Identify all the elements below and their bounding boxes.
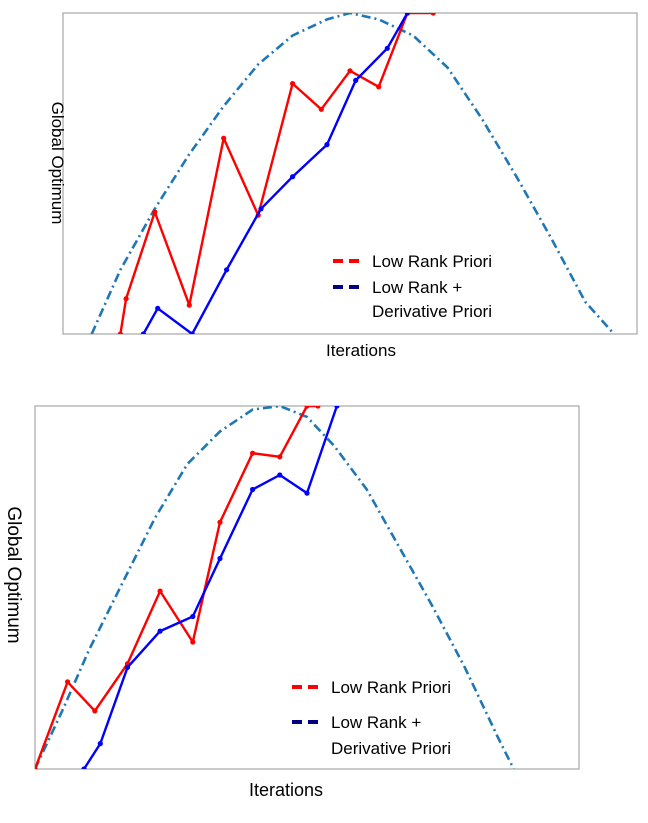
- chart-2-series-1-point-7: [250, 450, 256, 456]
- chart-2-series-2-point-2: [124, 664, 131, 671]
- chart-2-series-reference-curve: [35, 406, 515, 769]
- chart-2-series-1-point-9: [304, 406, 310, 409]
- chart-1-x-axis-label: Iterations: [326, 341, 396, 360]
- chart-2-series-1-line: [35, 406, 318, 769]
- chart-1-legend: Low Rank Priori Low Rank + Derivative Pr…: [333, 252, 492, 321]
- chart-1-series-1-point-0: [117, 331, 123, 334]
- chart-1-series-2-point-2: [189, 331, 195, 334]
- chart-1: Global Optimum Iterations Low Rank Prior…: [48, 12, 638, 360]
- chart-2-series-2-point-9: [334, 406, 340, 409]
- chart-2-series-2-point-1: [97, 741, 103, 747]
- chart-2-plot-frame: [34, 405, 580, 770]
- chart-1-series-1-point-7: [318, 106, 324, 112]
- chart-2-legend-label-low-rank: Low Rank Priori: [331, 678, 451, 697]
- chart-1-series-1-point-11: [430, 13, 436, 16]
- chart-2-series-1-point-4: [157, 588, 163, 594]
- chart-1-series-2-point-6: [324, 142, 330, 148]
- chart-2-series-2-point-5: [217, 555, 223, 562]
- chart-2-series-2-point-6: [250, 486, 256, 493]
- chart-1-series-2-point-9: [404, 13, 410, 16]
- chart-2-x-axis-label: Iterations: [249, 780, 323, 800]
- chart-1-series-1-point-9: [376, 84, 382, 90]
- chart-1-series-1-point-3: [186, 302, 192, 308]
- chart-2-series-1-point-8: [277, 454, 283, 460]
- chart-1-y-axis-label: Global Optimum: [48, 102, 67, 225]
- chart-1-legend-label-low-rank: Low Rank Priori: [372, 252, 492, 271]
- chart-2-legend-label-derivative-line1: Low Rank +: [331, 713, 421, 732]
- chart-2-series-1-point-2: [92, 708, 98, 714]
- chart-1-series-1-point-2: [152, 209, 158, 215]
- chart-1-series-2-line: [142, 13, 409, 334]
- chart-2-series-2-point-8: [304, 490, 310, 496]
- chart-2-series-2-point-3: [157, 628, 163, 634]
- chart-1-series-2-point-8: [384, 45, 390, 51]
- chart-1-series-2-point-3: [224, 267, 230, 273]
- chart-2-series-1-point-6: [217, 519, 223, 525]
- chart-2-series-2-line: [82, 406, 339, 769]
- chart-1-series-2-point-1: [155, 305, 161, 311]
- chart-1-series-2-point-7: [353, 77, 359, 83]
- chart-1-series-2-point-0: [140, 331, 146, 334]
- chart-1-series-1-point-1: [123, 296, 129, 302]
- chart-1-series-2-point-5: [290, 174, 296, 180]
- chart-2-series-2-point-4: [190, 613, 196, 620]
- chart-1-series-reference-curve: [90, 13, 615, 334]
- chart-2-series-1-point-10: [315, 406, 321, 409]
- chart-2-legend-label-derivative-line2: Derivative Priori: [331, 739, 451, 758]
- chart-1-series-2-point-4: [258, 206, 264, 212]
- chart-1-legend-label-derivative-line1: Low Rank +: [372, 278, 462, 297]
- chart-1-series-group: [90, 13, 615, 334]
- chart-2-series-1-point-1: [65, 679, 71, 685]
- chart-2-series-2-point-7: [277, 472, 283, 478]
- chart-1-legend-label-derivative-line2: Derivative Priori: [372, 302, 492, 321]
- chart-2-legend: Low Rank Priori Low Rank + Derivative Pr…: [292, 678, 451, 758]
- chart-2-series-1-point-5: [190, 639, 196, 645]
- chart-2-series-group: [35, 406, 515, 769]
- chart-1-series-1-point-4: [221, 135, 227, 141]
- chart-1-series-1-point-6: [290, 81, 296, 87]
- chart-2-y-axis-label: Global Optimum: [3, 506, 24, 643]
- chart-1-series-1-line: [119, 13, 434, 334]
- chart-2-series-1-point-0: [35, 766, 38, 769]
- chart-2: Global Optimum Iterations Low Rank Prior…: [3, 405, 580, 800]
- chart-1-series-1-point-8: [347, 68, 353, 74]
- chart-2-series-2-point-0: [81, 766, 87, 769]
